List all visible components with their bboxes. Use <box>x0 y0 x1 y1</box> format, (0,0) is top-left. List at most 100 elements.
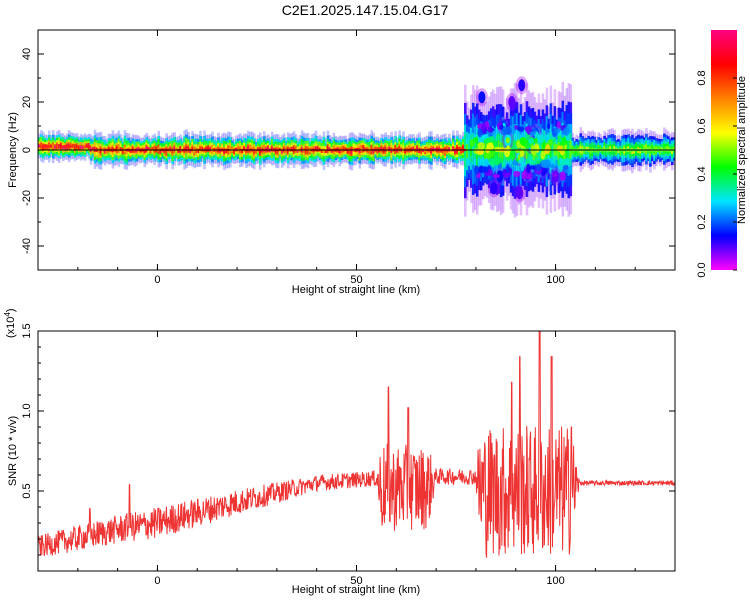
spectrogram-cell <box>465 144 469 158</box>
spectrogram-scatter <box>529 131 536 136</box>
spectrogram-cell <box>342 147 346 151</box>
spectrogram-cell <box>569 140 573 159</box>
spectrogram-cell <box>49 144 53 148</box>
snr-y-label: SNR (10 * v/v) <box>7 416 19 486</box>
spectrogram-scatter <box>534 156 538 166</box>
spectrogram-cell <box>302 148 306 154</box>
spectrogram-cell <box>73 145 77 150</box>
x-tick-label: 100 <box>546 575 564 587</box>
spectrogram-cell <box>197 148 200 154</box>
spectrogram-scatter <box>474 165 479 175</box>
spectrogram-cell <box>99 148 103 154</box>
spectrogram-cell <box>386 147 389 152</box>
spectrogram-peak <box>61 144 74 148</box>
spectrogram-scatter <box>544 148 548 155</box>
spectrogram-x-ticks: 0 50 100 <box>37 30 676 286</box>
spectrogram-cell <box>324 149 328 154</box>
spectrogram-cell <box>117 146 121 152</box>
spectrogram-cell <box>191 146 194 152</box>
spectrogram-cell <box>254 149 258 154</box>
spectrogram-cell <box>157 146 161 152</box>
spectrogram-cell <box>57 144 61 149</box>
colorbar-tick-label: 0.4 <box>696 166 708 181</box>
spectrogram-cell <box>338 148 342 154</box>
snr-series-line <box>38 331 675 558</box>
spectrogram-cell <box>551 143 555 158</box>
spectrogram-blob <box>478 91 486 104</box>
spectrogram-cell <box>294 147 298 152</box>
spectrogram-cell <box>131 147 135 152</box>
spectrogram-scatter <box>502 159 506 168</box>
y-tick-label: 40 <box>21 48 33 60</box>
spectrogram-cell <box>77 146 81 150</box>
spectrogram-scatter <box>526 163 531 174</box>
spectrogram-cell <box>133 148 137 154</box>
spectrogram-scatter <box>494 146 502 153</box>
spectrogram-scatter <box>549 139 553 147</box>
spectrogram-cell <box>153 147 157 152</box>
spectrogram-cell <box>318 147 322 152</box>
y-tick-label: -40 <box>21 238 33 254</box>
spectrogram-cell <box>119 147 123 152</box>
spectrogram-cell <box>380 146 383 152</box>
spectrogram-cell <box>362 146 366 151</box>
y-tick-label: 0 <box>21 147 33 153</box>
spectrogram-scatter <box>547 123 551 130</box>
spectrogram-cell <box>563 143 567 159</box>
spectrogram-cell <box>241 148 244 154</box>
spectrogram-cell <box>38 144 41 148</box>
spectrogram-cell <box>320 149 324 154</box>
spectrogram-cell <box>121 149 125 153</box>
spectrogram-scatter <box>487 126 493 134</box>
spectrogram-cell <box>75 144 79 149</box>
spectrogram-scatter <box>480 166 489 173</box>
spectrogram-cell <box>350 148 354 154</box>
spectrogram-cell <box>195 148 198 153</box>
spectrogram-cell <box>565 140 569 158</box>
spectrogram-cell <box>79 145 83 150</box>
spectrogram-x-label: Height of straight line (km) <box>292 284 420 296</box>
figure-title: C2E1.2025.147.15.04.G17 <box>282 2 449 18</box>
spectrogram-scatter <box>521 171 527 180</box>
spectrogram-cell <box>177 148 180 153</box>
spectrogram-blob <box>508 96 516 108</box>
spectrogram-cell <box>101 147 105 152</box>
spectrogram-cell <box>525 139 529 159</box>
spectrogram-scatter <box>553 128 561 133</box>
spectrogram-scatter <box>516 141 522 149</box>
spectrogram-scatter <box>556 145 564 153</box>
spectrogram-cell <box>59 144 63 148</box>
spectrogram-scatter <box>527 154 533 163</box>
spectrogram-scatter <box>514 125 519 130</box>
spectrogram-cell <box>145 146 149 151</box>
spectrogram-cell <box>115 146 119 152</box>
spectrogram-cell <box>171 148 174 154</box>
spectrogram-cell <box>256 147 260 152</box>
spectrogram-cell <box>360 146 364 152</box>
y-tick-label: 1.0 <box>21 403 33 418</box>
x-tick-label: 0 <box>154 575 160 587</box>
x-tick-label: 0 <box>154 274 160 286</box>
y-tick-label: -20 <box>21 190 33 206</box>
spectrogram-scatter <box>560 171 564 181</box>
spectrogram-scatter <box>524 126 530 132</box>
snr-x-ticks: 0 50 100 <box>37 331 676 587</box>
spectrogram-cell <box>51 144 55 149</box>
spectrogram-cell <box>352 147 356 152</box>
spectrogram-cell <box>412 146 415 151</box>
spectrogram-scatter <box>477 128 483 138</box>
spectrogram-scatter <box>534 137 538 144</box>
spectrogram-cell <box>237 146 240 151</box>
colorbar-tick-label: 0.0 <box>696 262 708 277</box>
y-tick-label: 20 <box>21 96 33 108</box>
spectrogram-cell <box>97 148 101 154</box>
spectrogram-cell <box>398 146 401 152</box>
spectrogram-y-label: Frequency (Hz) <box>7 112 19 188</box>
spectrogram-cell <box>388 146 391 151</box>
spectrogram-scatter <box>527 173 532 180</box>
spectrogram-cell <box>151 146 155 151</box>
spectrogram-cell <box>469 141 473 157</box>
x-tick-label: 50 <box>350 274 362 286</box>
spectrogram-cell <box>159 149 163 154</box>
